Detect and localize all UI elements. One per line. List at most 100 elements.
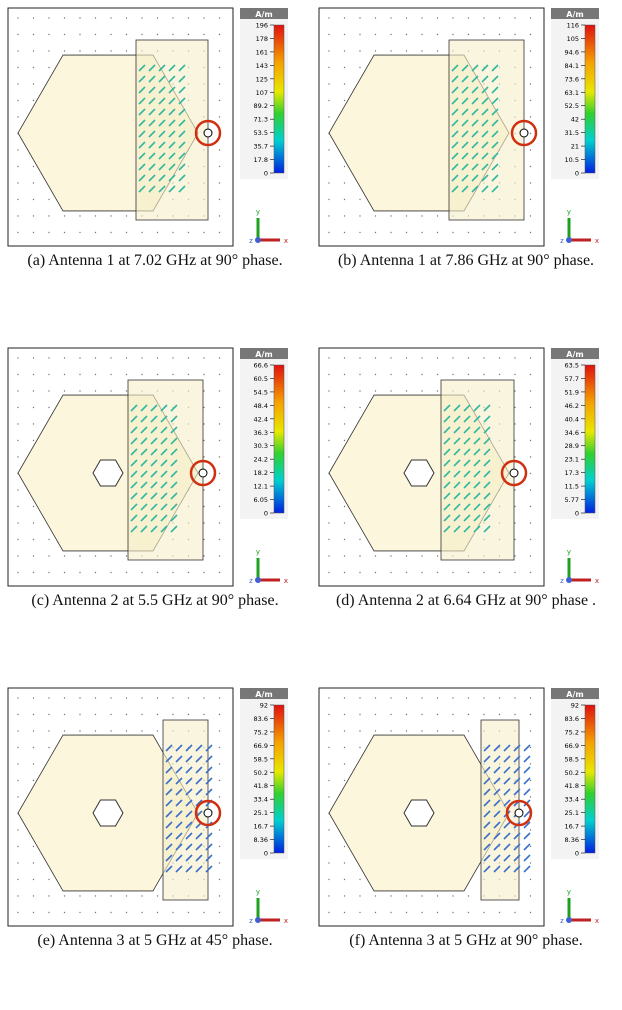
dot (437, 572, 438, 573)
dot (390, 357, 391, 358)
dot (421, 697, 422, 698)
dot (359, 67, 360, 68)
dot (48, 539, 49, 540)
dot (328, 357, 329, 358)
dot (219, 879, 220, 880)
dot (141, 730, 142, 731)
dot (499, 34, 500, 35)
dot (328, 440, 329, 441)
dot (530, 50, 531, 51)
dot (188, 572, 189, 573)
dot (219, 796, 220, 797)
dot (530, 407, 531, 408)
dot (33, 199, 34, 200)
colorbar-tick-label: 12.1 (254, 483, 268, 491)
dot (390, 17, 391, 18)
dot (188, 374, 189, 375)
dot (375, 374, 376, 375)
dot (126, 697, 127, 698)
dot (95, 50, 96, 51)
dot (468, 730, 469, 731)
dot (514, 522, 515, 523)
dot (48, 730, 49, 731)
dot (33, 506, 34, 507)
dot (375, 572, 376, 573)
dot (141, 714, 142, 715)
dot (203, 232, 204, 233)
dot (95, 555, 96, 556)
dot (514, 440, 515, 441)
dot (344, 357, 345, 358)
dot (203, 17, 204, 18)
dot (48, 34, 49, 35)
dot (17, 714, 18, 715)
dot (188, 912, 189, 913)
x-axis-label: x (595, 917, 599, 925)
z-axis-label: z (560, 577, 564, 585)
dot (483, 17, 484, 18)
dot (328, 116, 329, 117)
dot (126, 50, 127, 51)
dot (157, 357, 158, 358)
colorbar-tick-label: 0 (575, 170, 579, 178)
dot (126, 34, 127, 35)
dot (514, 697, 515, 698)
colorbar-tick-label: 17.8 (254, 156, 268, 164)
colorbar-tick-label: 40.4 (565, 415, 579, 423)
z-axis-label: z (560, 237, 564, 245)
dot (33, 879, 34, 880)
dot (126, 714, 127, 715)
dot (437, 215, 438, 216)
colorbar-tick-label: 0 (264, 510, 268, 518)
dot (530, 522, 531, 523)
dot (203, 522, 204, 523)
colorbar-tick-label: 92 (571, 702, 579, 710)
dot (344, 182, 345, 183)
dot (344, 50, 345, 51)
dot (328, 714, 329, 715)
dot (17, 539, 18, 540)
colorbar-tick-label: 33.4 (254, 796, 268, 804)
dot (406, 374, 407, 375)
dot (499, 572, 500, 573)
dot (390, 390, 391, 391)
colorbar-tick-label: 105 (567, 35, 579, 43)
dot (157, 730, 158, 731)
dot (95, 34, 96, 35)
dot (172, 17, 173, 18)
dot (530, 166, 531, 167)
dot (328, 232, 329, 233)
dot (64, 357, 65, 358)
caption: (f) Antenna 3 at 5 GHz at 90° phase. (315, 930, 617, 952)
dot (452, 232, 453, 233)
dot (110, 697, 111, 698)
dot (499, 357, 500, 358)
colorbar-tick-label: 84.1 (565, 62, 579, 70)
dot (452, 357, 453, 358)
dot (406, 895, 407, 896)
dot (483, 572, 484, 573)
dot (328, 456, 329, 457)
dot (219, 67, 220, 68)
dot (421, 34, 422, 35)
field-plot: A/m9283.675.266.958.550.241.833.425.116.… (0, 680, 311, 930)
dot (17, 407, 18, 408)
dot (514, 555, 515, 556)
dot (48, 407, 49, 408)
dot (17, 862, 18, 863)
dot (530, 879, 531, 880)
dot (79, 34, 80, 35)
dot (530, 133, 531, 134)
dot (188, 357, 189, 358)
dot (530, 763, 531, 764)
colorbar-tick-label: 125 (256, 75, 268, 83)
dot (359, 34, 360, 35)
dot (328, 423, 329, 424)
dot (328, 572, 329, 573)
dot (64, 895, 65, 896)
dot (126, 555, 127, 556)
dot (437, 17, 438, 18)
z-axis-dot (566, 917, 572, 923)
dot (437, 50, 438, 51)
dot (328, 846, 329, 847)
